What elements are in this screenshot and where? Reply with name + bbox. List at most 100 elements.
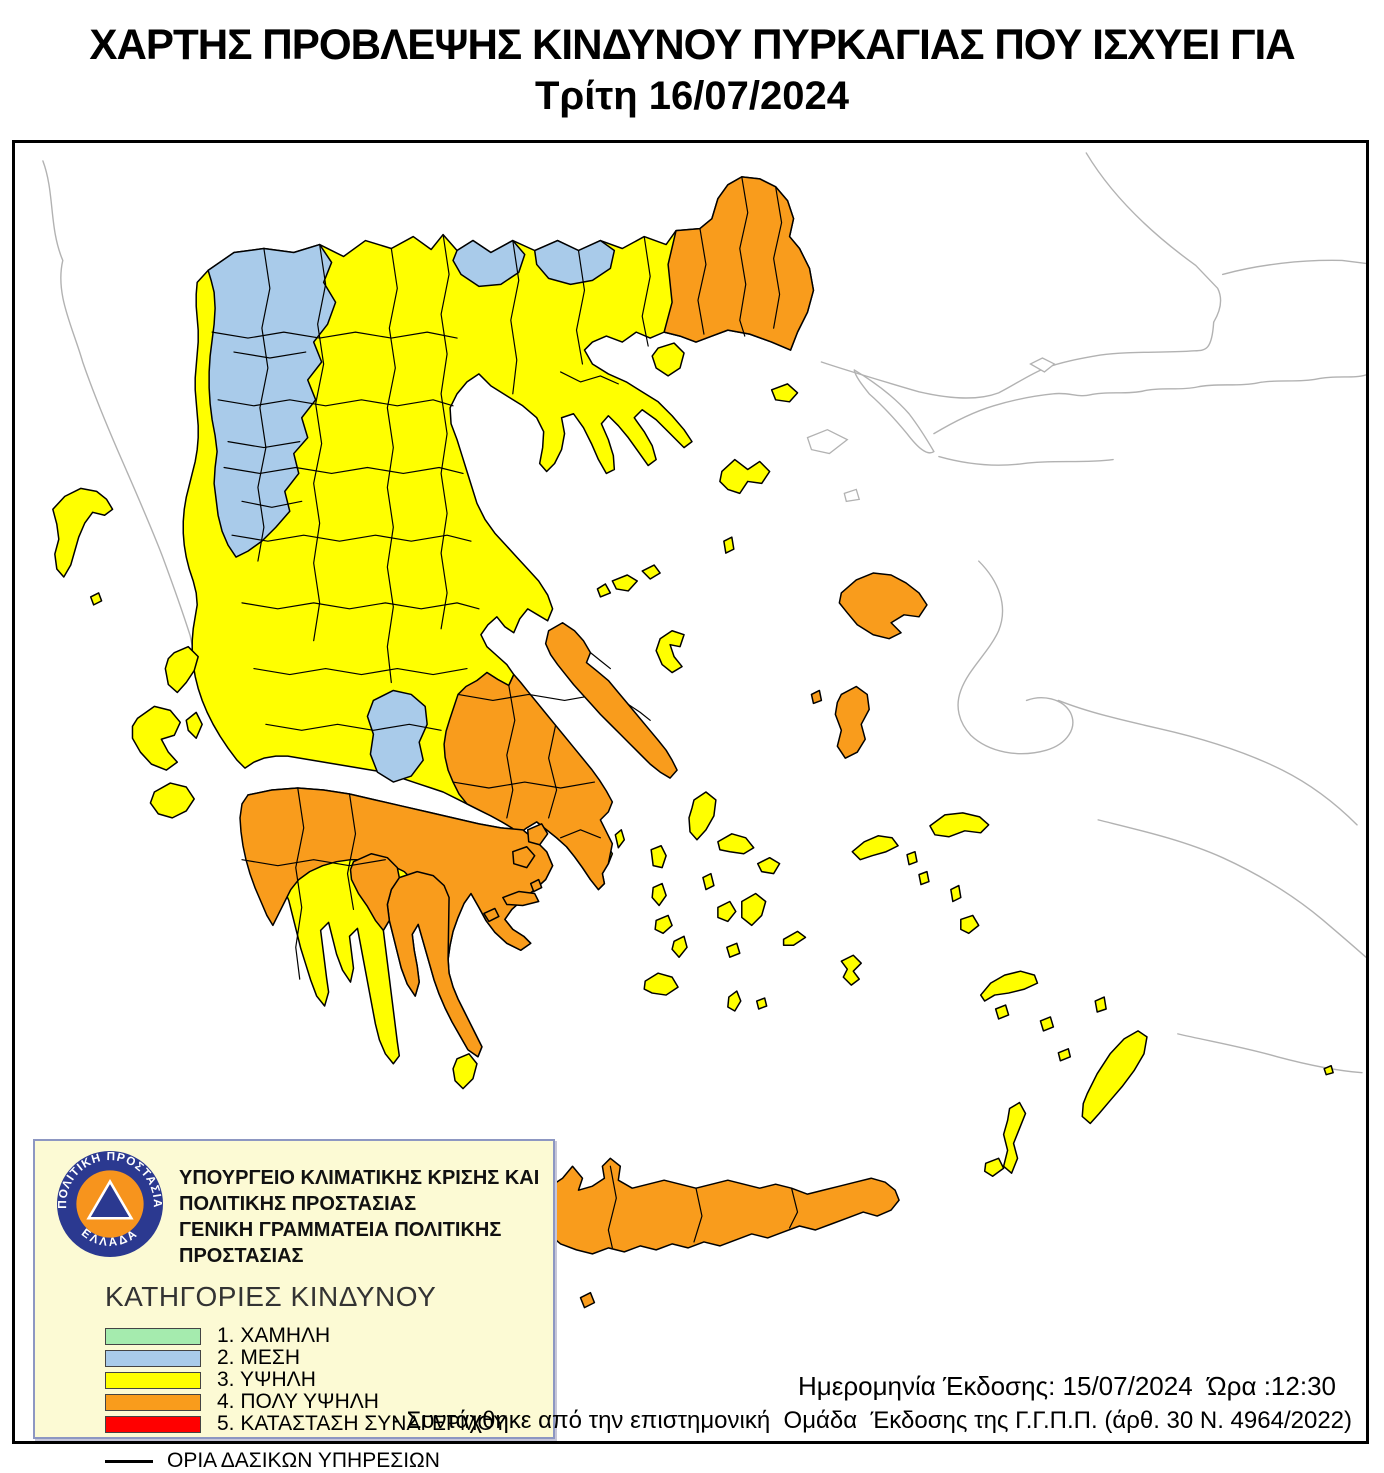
region-serres-north [533, 239, 616, 286]
island-evia [544, 622, 678, 779]
island-aegina [512, 846, 536, 869]
island-corfu [52, 487, 114, 578]
island-patmos [918, 870, 930, 886]
island-skopelos [611, 574, 638, 592]
legend-label-high: 3. ΥΨΗΛΗ [217, 1368, 316, 1391]
civil-protection-logo: ΠΟΛΙΤΙΚΗ ΠΡΟΣΤΑΣΙΑ ΕΛΛΑΔΑ [57, 1151, 163, 1257]
credit-line: - Συντάχθηκε από την επιστημονική Ομάδα … [391, 1407, 1352, 1434]
ministry-title: ΥΠΟΥΡΓΕΙΟ ΚΛΙΜΑΤΙΚΗΣ ΚΡΙΣΗΣ ΚΑΙ ΠΟΛΙΤΙΚΗ… [179, 1167, 540, 1267]
island-leros [950, 884, 962, 903]
island-rhodes [1081, 1030, 1148, 1125]
legend-row-medium: 2. ΜΕΣΗ [105, 1346, 507, 1369]
map-frame: ΠΟΛΙΤΙΚΗ ΠΡΟΣΤΑΣΙΑ ΕΛΛΑΔΑ ΥΠΟΥΡΓΕΙΟ ΚΛΙΜ… [12, 140, 1369, 1472]
island-nisyros [994, 1004, 1010, 1020]
swatch-medium [105, 1349, 201, 1367]
legend-row-very-high: 4. ΠΟΛΥ ΥΨΗΛΗ [105, 1390, 507, 1413]
island-limnos [719, 458, 771, 495]
island-sifnos [671, 935, 688, 958]
island-makronisos [614, 829, 626, 849]
island-gavdos [579, 1291, 596, 1309]
island-kea [650, 845, 667, 869]
island-ithaki [185, 711, 203, 739]
region-attica-boeotia [443, 671, 614, 891]
island-kos [979, 970, 1039, 1002]
island-mykonos [756, 856, 781, 875]
legend-categories-title: ΚΑΤΗΓΟΡΙΕΣ ΚΙΝΔΥΝΟΥ [105, 1281, 437, 1312]
legend-label-medium: 2. ΜΕΣΗ [217, 1346, 300, 1369]
island-andros [688, 791, 717, 841]
island-kasos [983, 1157, 1005, 1177]
boundary-line-icon [105, 1459, 153, 1463]
island-skyros [655, 629, 685, 674]
swatch-very-high [105, 1393, 201, 1411]
legend-row-low: 1. ΧΑΜΗΛΗ [105, 1324, 507, 1347]
island-kastellorizo [1323, 1064, 1334, 1076]
island-crete [535, 1157, 900, 1255]
legend-row-alarm: 5. ΚΑΤΑΣΤΑΣΗ ΣΥΝΑΓΕΡΜΟΥ [105, 1412, 508, 1435]
island-samothraki [770, 383, 799, 403]
island-fourni [906, 850, 918, 866]
region-peloponnese-north [239, 787, 554, 960]
island-skiathos [596, 583, 612, 598]
very-high-risk-regions [239, 176, 815, 1058]
island-tinos [717, 833, 755, 855]
island-anafi [755, 997, 768, 1010]
swatch-low [105, 1327, 201, 1345]
legend-label-alarm: 5. ΚΑΤΑΣΤΑΣΗ ΣΥΝΑΓΕΡΜΟΥ [217, 1412, 508, 1435]
island-paxi [89, 592, 103, 606]
island-chios [834, 685, 870, 759]
island-psara [810, 689, 823, 705]
island-chalki [1057, 1048, 1072, 1062]
island-hydra [502, 890, 540, 907]
island-salamina [526, 823, 549, 846]
prefecture-borders [211, 176, 783, 980]
island-lefkada [164, 645, 199, 694]
island-spetses [483, 907, 500, 923]
island-alonissos [641, 564, 661, 580]
medium-risk-regions [207, 239, 616, 783]
island-ikaria [851, 835, 899, 861]
island-thasos [651, 342, 685, 377]
swatch-alarm [105, 1415, 201, 1433]
page-title: ΧΑΡΤΗΣ ΠΡΟΒΛΕΨΗΣ ΚΙΝΔΥΝΟΥ ΠΥΡΚΑΓΙΑΣ ΠΟΥ … [0, 20, 1384, 120]
island-zakynthos [149, 782, 195, 819]
region-evrytania [366, 689, 428, 783]
greece-fire-risk-map [42, 152, 1366, 1309]
issue-date-line: Ημερομηνία Έκδοσης: 15/07/2024 Ώρα :12:3… [797, 1371, 1336, 1401]
island-kefalonia [131, 705, 182, 771]
island-serifos [654, 914, 673, 935]
island-milos [643, 972, 679, 996]
island-ios [726, 942, 741, 958]
island-kalymnos [960, 914, 980, 935]
island-samos [929, 812, 990, 838]
region-thrace [663, 176, 815, 351]
legend-items: 1. ΧΑΜΗΛΗ 2. ΜΕΣΗ 3. ΥΨΗΛΗ 4. ΠΟΛΥ ΥΨΗΛΗ… [105, 1324, 508, 1435]
swatch-high [105, 1371, 201, 1389]
islands [52, 342, 1334, 1309]
region-laconia [386, 870, 483, 1058]
region-kilkis [452, 239, 526, 288]
region-west-macedonia-epirus [207, 243, 337, 558]
island-poros [529, 878, 543, 893]
island-karpathos [1002, 1101, 1027, 1174]
region-arcadia-south [349, 852, 401, 932]
island-agios-efstratios [723, 536, 735, 554]
island-tilos [1039, 1016, 1055, 1032]
legend-label-very-high: 4. ΠΟΛΥ ΥΨΗΛΗ [217, 1390, 379, 1413]
island-symi [1094, 996, 1107, 1013]
legend: ΠΟΛΙΤΙΚΗ ΠΡΟΣΤΑΣΙΑ ΕΛΛΑΔΑ ΥΠΟΥΡΓΕΙΟ ΚΛΙΜ… [33, 1139, 555, 1472]
island-amorgos [782, 930, 807, 947]
page-title-line1: ΧΑΡΤΗΣ ΠΡΟΒΛΕΨΗΣ ΚΙΝΔΥΝΟΥ ΠΥΡΚΑΓΙΑΣ ΠΟΥ … [89, 21, 1295, 69]
island-naxos [741, 892, 767, 927]
legend-row-high: 3. ΥΨΗΛΗ [105, 1368, 507, 1391]
island-kythnos [651, 882, 667, 907]
legend-label-low: 1. ΧΑΜΗΛΗ [217, 1324, 331, 1347]
island-paros [717, 900, 737, 923]
island-astypalea [840, 954, 862, 986]
page-title-date: Τρίτη 16/07/2024 [535, 73, 849, 118]
island-syros [702, 872, 715, 891]
logo-triangle-icon [86, 1179, 134, 1220]
island-lesvos [838, 572, 928, 640]
island-santorini [727, 990, 742, 1012]
foreign-borders [42, 152, 1366, 1074]
